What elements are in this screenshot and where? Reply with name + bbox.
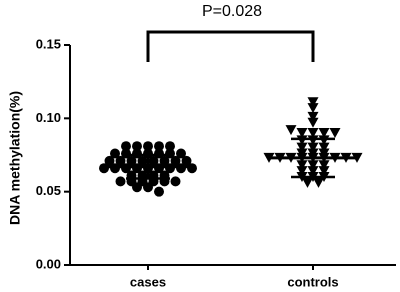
x-tick-label: cases	[130, 274, 166, 289]
data-point	[143, 182, 153, 193]
data-point	[307, 111, 319, 122]
significance-bracket	[146, 30, 315, 62]
x-tick-label: controls	[287, 274, 338, 289]
data-point	[132, 182, 142, 193]
data-point	[104, 155, 115, 166]
data-point	[165, 141, 175, 152]
data-point	[143, 141, 153, 152]
data-point	[121, 141, 131, 152]
y-tick-label: 0.00	[36, 256, 61, 271]
data-point	[296, 142, 308, 153]
data-point	[176, 148, 186, 159]
data-point	[285, 125, 297, 136]
data-point	[154, 186, 164, 197]
data-point	[181, 155, 192, 166]
data-point	[296, 160, 308, 171]
data-point	[302, 177, 313, 188]
data-point	[318, 128, 330, 138]
data-point	[115, 176, 126, 187]
data-point	[110, 148, 120, 159]
data-point	[313, 177, 324, 188]
y-axis-label: DNA methylation(%)	[7, 91, 23, 225]
data-point	[159, 155, 170, 166]
sd-bar	[291, 137, 335, 179]
data-point	[307, 97, 319, 108]
data-point	[115, 155, 126, 166]
data-point	[296, 128, 308, 138]
data-point	[307, 117, 319, 128]
data-point	[318, 160, 330, 171]
data-point	[154, 141, 164, 152]
data-point	[137, 155, 148, 166]
data-point	[148, 155, 159, 166]
data-point	[170, 176, 181, 187]
data-point	[170, 155, 181, 166]
data-point	[296, 166, 308, 177]
data-point	[307, 103, 319, 114]
data-point	[318, 166, 330, 177]
y-tick-label: 0.15	[36, 36, 61, 51]
p-value: P=0.028	[202, 3, 262, 20]
y-tick-label: 0.05	[36, 183, 61, 198]
y-tick-label: 0.10	[36, 110, 61, 125]
data-point	[132, 141, 142, 152]
data-point	[318, 142, 330, 153]
data-point	[307, 128, 319, 138]
sd-bar	[126, 153, 170, 180]
data-point	[126, 155, 137, 166]
data-point	[329, 128, 341, 138]
